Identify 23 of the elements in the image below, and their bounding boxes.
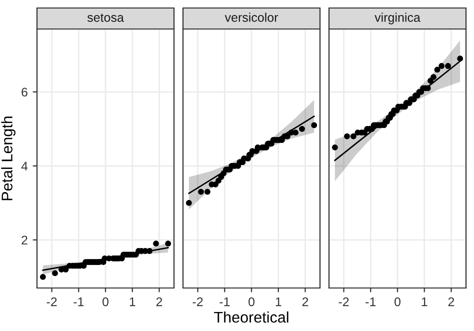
x-tick-label: -2 [338,297,349,306]
x-tick-label: 0 [102,297,108,306]
x-tick-label: -2 [192,297,203,306]
x-tick-label: 1 [130,297,136,306]
chart-title: versicolor [224,12,278,22]
x-tick-label: -1 [220,297,230,306]
x-tick-label: 0 [248,297,254,306]
x-tick-label: -2 [46,297,57,306]
x-tick-label: -1 [366,297,376,306]
x-tick-label: -1 [74,297,84,306]
x-tick-label: 2 [302,297,308,306]
x-tick-label: 1 [422,297,428,306]
y-tick-label: 4 [21,162,28,170]
y-axis-title: Petal Length [1,116,16,200]
x-tick-label: 0 [394,297,400,306]
x-tick-label: 1 [276,297,282,306]
chart-title: virginica [374,12,420,24]
y-tick-label: 6 [22,88,28,97]
chart-title: setosa [87,14,124,22]
x-axis-title: Theoretical [214,311,288,323]
x-tick-label: 2 [156,297,162,306]
y-tick-label: 2 [22,236,28,244]
x-tick-label: 2 [448,297,454,306]
